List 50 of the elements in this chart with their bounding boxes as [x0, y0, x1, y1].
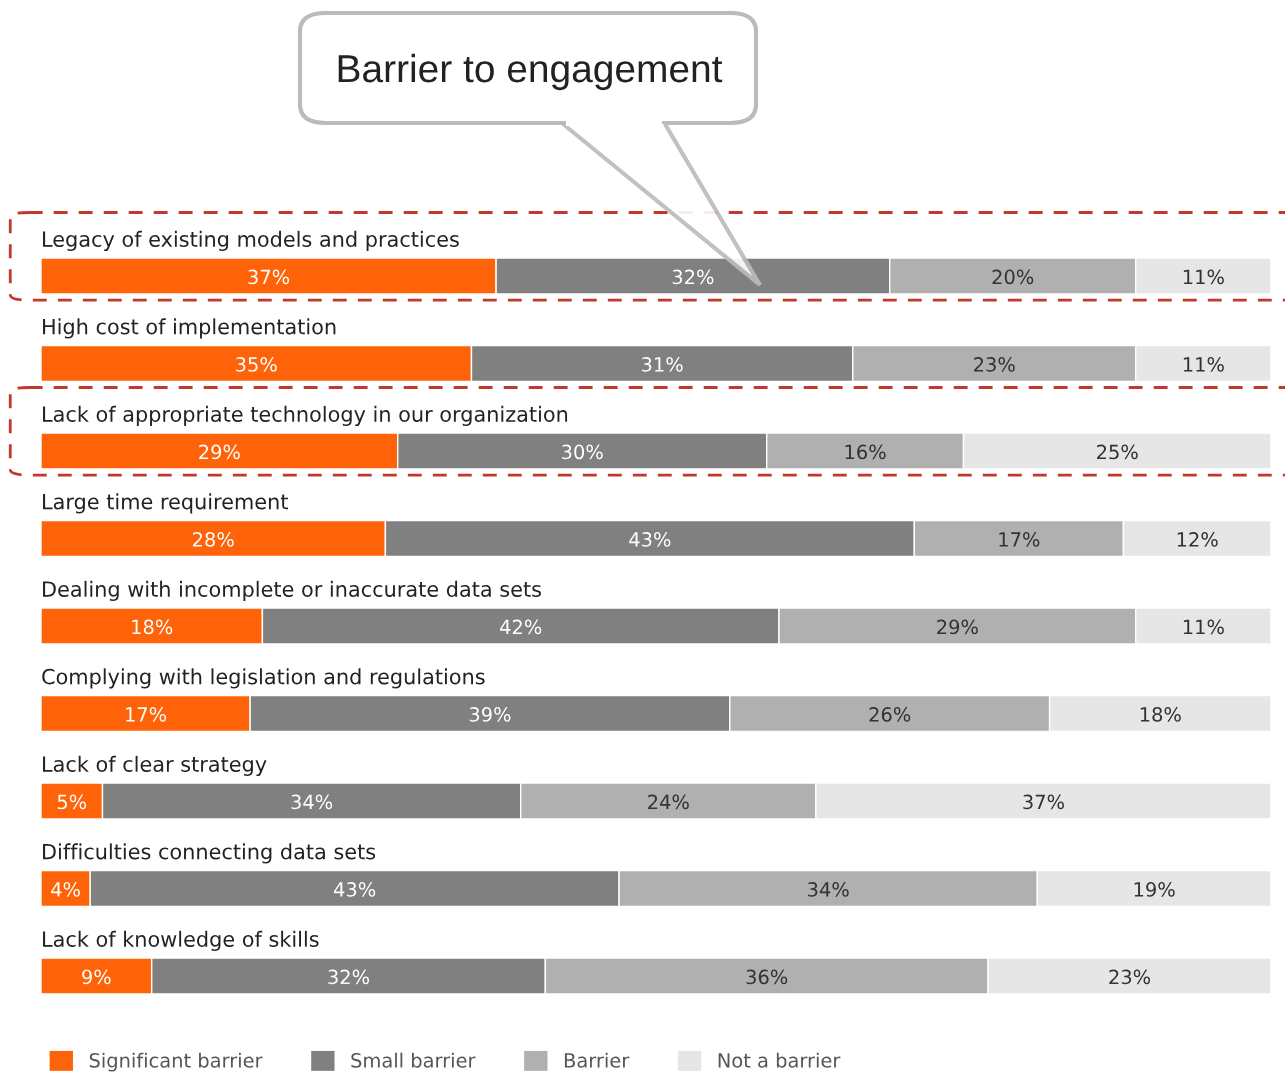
- data-label: 11%: [1183, 269, 1224, 285]
- data-label: 24%: [648, 794, 689, 810]
- legend-label: Barrier: [564, 1052, 630, 1068]
- data-label: 17%: [126, 707, 167, 722]
- data-label: 32%: [328, 969, 370, 985]
- chart-title: Barrier to engagement: [338, 53, 723, 91]
- data-label: 16%: [845, 444, 886, 460]
- data-label: 28%: [193, 532, 234, 547]
- data-label: 25%: [1097, 444, 1138, 460]
- data-label: 4%: [51, 882, 80, 897]
- legend-label: Small barrier: [351, 1052, 476, 1068]
- data-label: 43%: [629, 532, 671, 547]
- data-label: 26%: [869, 707, 911, 722]
- data-label: 34%: [808, 882, 849, 897]
- y-tick-label: Lack of knowledge of skills: [43, 930, 319, 951]
- data-label: 34%: [291, 794, 333, 810]
- data-label: 36%: [746, 969, 788, 985]
- data-label: 23%: [974, 357, 1015, 372]
- y-tick-label: Lack of appropriate technology in our organization: [43, 405, 568, 426]
- data-label: 23%: [1109, 969, 1151, 985]
- y-tick-label: Legacy of existing models and practices: [43, 230, 459, 251]
- data-label: 32%: [672, 269, 714, 285]
- y-tick-label: Dealing with incomplete or inaccurate data sets: [43, 580, 541, 601]
- data-label: 31%: [642, 357, 683, 372]
- y-tick-label: High cost of implementation: [43, 318, 336, 339]
- data-label: 19%: [1134, 882, 1175, 897]
- data-label: 11%: [1183, 357, 1224, 372]
- data-label: 37%: [248, 269, 290, 285]
- data-label: 20%: [992, 269, 1034, 285]
- data-label: 39%: [469, 707, 511, 722]
- data-label: 42%: [500, 619, 542, 635]
- data-label: 11%: [1183, 619, 1224, 635]
- data-label: 43%: [333, 882, 376, 897]
- data-label: 30%: [562, 444, 603, 460]
- data-label: 17%: [999, 532, 1040, 547]
- legend-label: Significant barrier: [89, 1052, 263, 1072]
- data-label: 29%: [937, 619, 978, 635]
- data-label: 9%: [82, 969, 111, 985]
- data-label: 18%: [1140, 707, 1181, 722]
- y-tick-label: Complying with legislation and regulations: [42, 668, 485, 689]
- y-tick-label: Lack of clear strategy: [43, 755, 267, 776]
- data-label: 5%: [57, 794, 87, 810]
- data-label: 37%: [1023, 794, 1064, 810]
- y-tick-label: Large time requirement: [43, 493, 288, 514]
- data-label: 12%: [1177, 532, 1218, 547]
- data-label: 29%: [199, 444, 240, 460]
- legend-label: Not a barrier: [718, 1052, 841, 1068]
- data-label: 18%: [132, 619, 173, 635]
- y-tick-label: Difficulties connecting data sets: [43, 843, 376, 864]
- data-label: 35%: [236, 357, 277, 372]
